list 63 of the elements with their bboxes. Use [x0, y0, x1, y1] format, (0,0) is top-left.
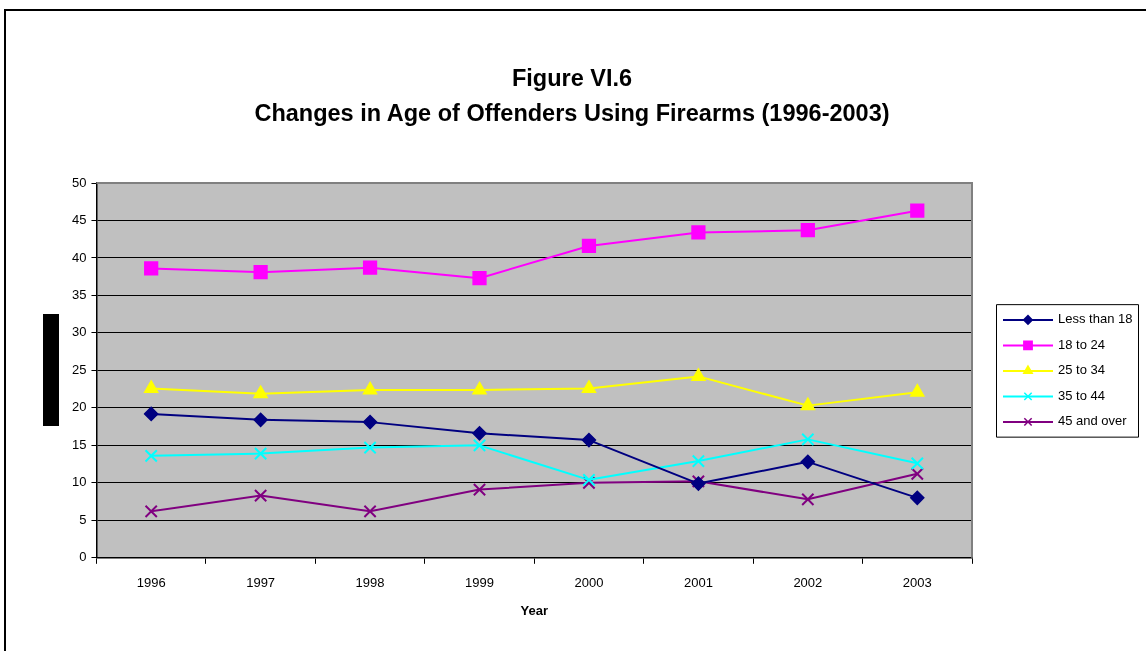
y-tick-label: 35 — [71, 287, 87, 303]
legend-label: Less than 18 — [1058, 311, 1133, 327]
point — [472, 482, 487, 497]
point — [253, 385, 268, 399]
legend-label: 35 to 44 — [1058, 387, 1105, 403]
point — [472, 426, 487, 441]
y-tick-label: 0 — [79, 549, 87, 565]
point — [910, 203, 925, 218]
point — [472, 438, 487, 453]
point — [910, 490, 925, 506]
x-tick-label: 1998 — [355, 575, 385, 591]
y-tick-label: 15 — [71, 436, 87, 452]
point — [362, 260, 378, 275]
x-tick-label: 2000 — [574, 575, 604, 591]
point — [253, 412, 268, 428]
point — [801, 432, 815, 447]
x-tick-label: 2001 — [683, 575, 713, 591]
point — [144, 504, 158, 518]
legend-label: 18 to 24 — [1058, 336, 1105, 352]
point — [253, 265, 268, 280]
point — [581, 238, 597, 254]
y-tick-label: 45 — [71, 212, 87, 228]
point — [143, 406, 159, 422]
x-tick-label: 1999 — [465, 575, 494, 591]
point — [581, 432, 597, 448]
x-tick-label: 1997 — [246, 575, 276, 591]
chart-title: Figure VI.6 — [511, 65, 633, 92]
y-tick-label: 50 — [71, 174, 87, 190]
y-tick-label: 40 — [71, 249, 87, 265]
point — [472, 381, 487, 395]
point — [910, 456, 924, 471]
x-axis-title: Year — [520, 602, 548, 618]
point — [800, 223, 815, 238]
legend-label: 25 to 34 — [1058, 362, 1105, 378]
point — [910, 467, 924, 481]
y-tick-label: 25 — [71, 361, 87, 377]
point — [800, 397, 816, 411]
y-tick-label: 5 — [79, 511, 87, 527]
point — [691, 454, 706, 468]
point — [253, 446, 268, 461]
x-tick-label: 1996 — [136, 575, 166, 591]
legend-label: 45 and over — [1058, 413, 1128, 429]
point — [144, 449, 158, 463]
point — [363, 504, 377, 518]
point — [800, 454, 816, 470]
x-tick-label: 2002 — [793, 575, 823, 591]
point — [362, 414, 378, 430]
point — [801, 492, 815, 506]
point — [910, 383, 925, 397]
point — [143, 380, 159, 393]
chart-subtitle: Changes in Age of Offenders Using Firearms (1996-2003) — [254, 100, 890, 127]
point — [363, 440, 377, 455]
x-tick-label: 2003 — [902, 575, 932, 591]
point — [362, 381, 378, 395]
point — [472, 271, 487, 286]
point — [144, 261, 159, 276]
point — [691, 368, 706, 381]
point — [691, 225, 706, 240]
y-tick-label: 10 — [71, 474, 87, 490]
point — [253, 488, 268, 503]
y-tick-label: 20 — [71, 399, 87, 415]
point — [581, 380, 597, 393]
y-tick-label: 30 — [71, 324, 87, 340]
